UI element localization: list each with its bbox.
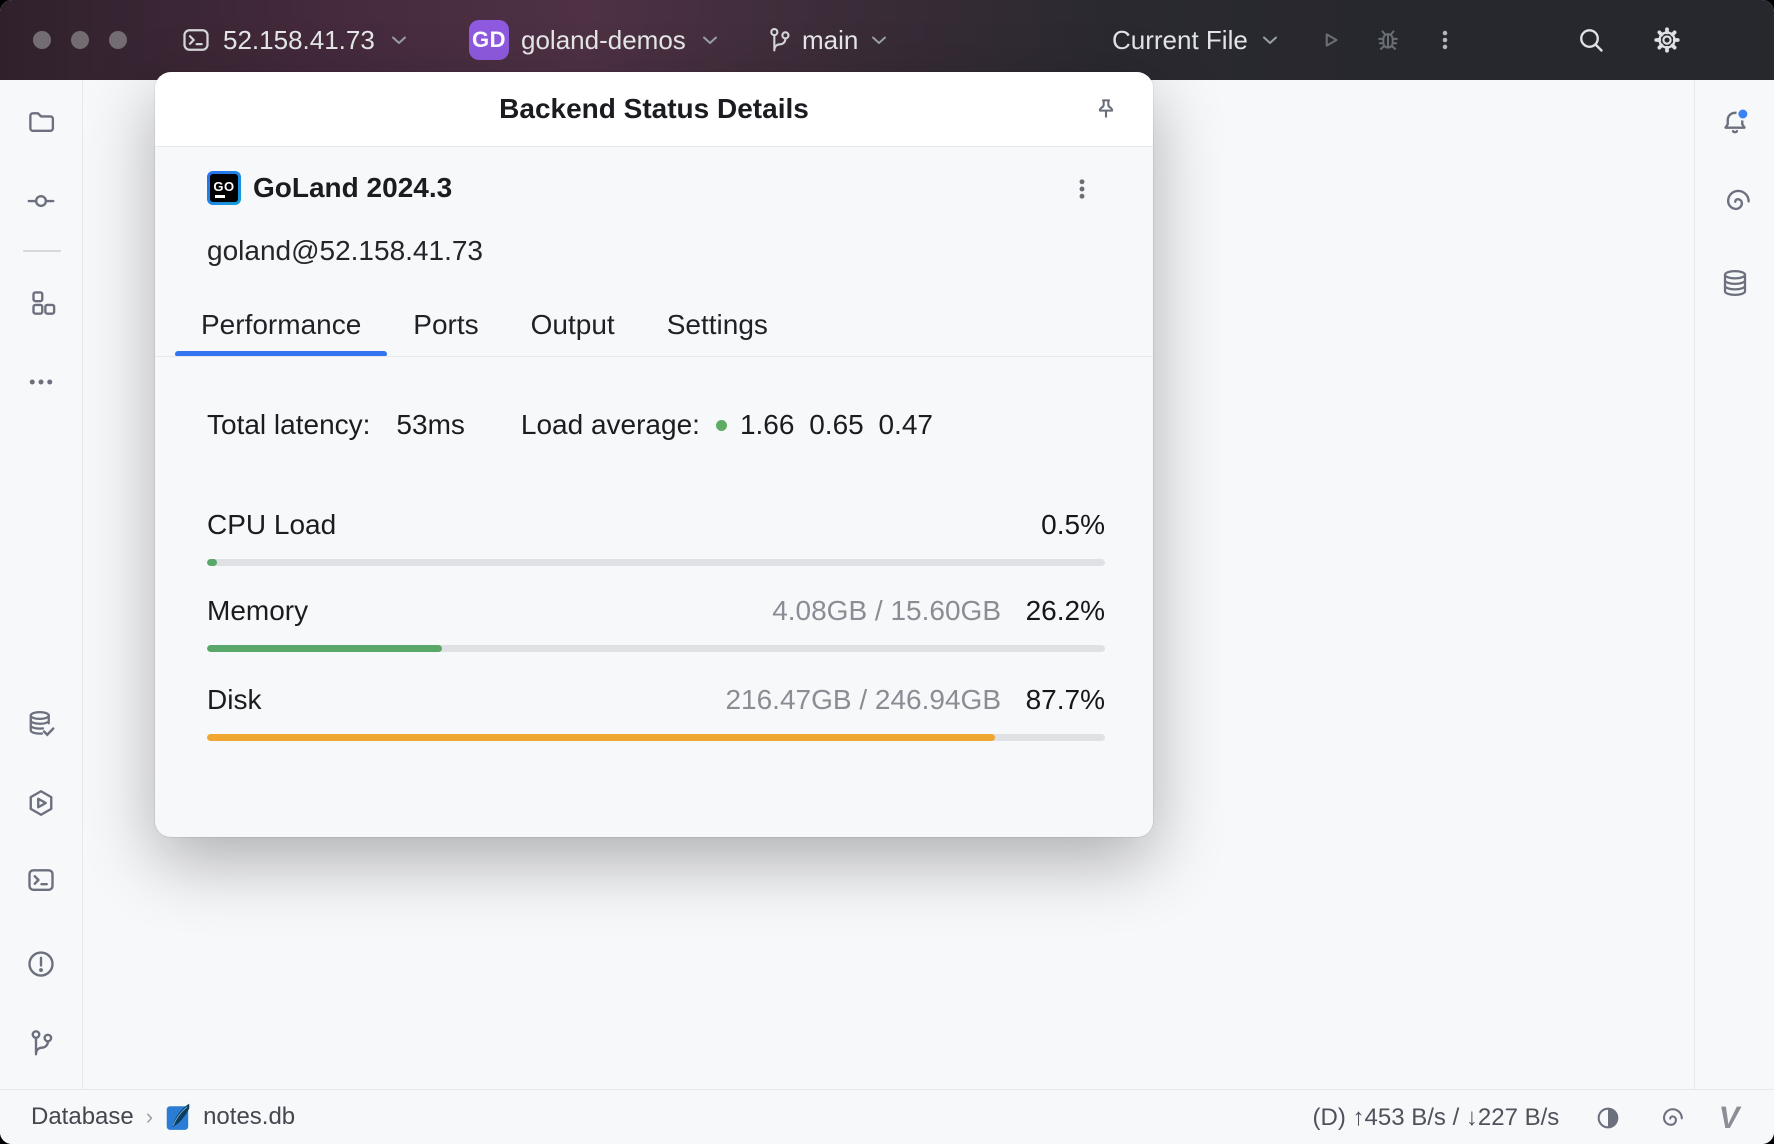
breadcrumb-database[interactable]: Database bbox=[31, 1103, 134, 1130]
app-row: GO GoLand 2024.3 bbox=[207, 171, 452, 205]
stats-row: Total latency: 53ms Load average: 1.66 0… bbox=[207, 409, 933, 441]
progress-fill bbox=[207, 559, 217, 566]
memory-meter: Memory 4.08GB / 15.60GB 26.2% bbox=[207, 595, 1105, 652]
tab-performance[interactable]: Performance bbox=[175, 305, 388, 357]
kebab-menu-icon[interactable] bbox=[1432, 27, 1458, 53]
progress-track bbox=[207, 559, 1105, 566]
folder-icon[interactable] bbox=[26, 107, 56, 137]
git-branch-icon[interactable] bbox=[26, 1028, 56, 1058]
load-average-status-dot bbox=[715, 419, 727, 431]
tab-ports[interactable]: Ports bbox=[413, 309, 479, 340]
app-name: GoLand 2024.3 bbox=[253, 172, 453, 203]
commit-icon[interactable] bbox=[26, 186, 56, 216]
settings-gear-icon[interactable] bbox=[1652, 25, 1682, 55]
minimize-window-button[interactable] bbox=[71, 31, 89, 49]
problems-icon[interactable] bbox=[26, 949, 56, 979]
host-label: 52.158.41.73 bbox=[223, 24, 375, 55]
statusbar-widgets: (D) ↑453 B/s / ↓227 B/s V bbox=[1312, 1090, 1744, 1144]
chevron-down-icon[interactable] bbox=[1262, 35, 1278, 45]
statusbar-breadcrumb: Database › notes.db bbox=[31, 1102, 295, 1132]
structure-icon[interactable] bbox=[26, 288, 56, 318]
progress-fill bbox=[207, 734, 995, 741]
statusbar: Database › notes.db (D) ↑453 B/s / ↓227 … bbox=[0, 1089, 1774, 1144]
meter-percent: 26.2% bbox=[1025, 595, 1105, 626]
progress-track bbox=[207, 734, 1105, 741]
debug-icon[interactable] bbox=[1374, 26, 1402, 54]
notifications-bell-icon[interactable] bbox=[1720, 107, 1750, 137]
meter-label: Disk bbox=[207, 684, 262, 715]
branch-selector[interactable]: main bbox=[765, 0, 887, 80]
popup-body: GO GoLand 2024.3 goland@52.158.41.73 Per… bbox=[155, 147, 1153, 836]
git-branch-icon bbox=[765, 26, 793, 54]
tabs-divider bbox=[155, 356, 1153, 357]
popup-tabs: Performance Ports Output Settings bbox=[175, 305, 794, 357]
progress-track bbox=[207, 645, 1105, 652]
load-average-label: Load average: bbox=[520, 409, 700, 440]
popup-header: Backend Status Details bbox=[155, 72, 1153, 147]
tab-settings[interactable]: Settings bbox=[666, 309, 768, 340]
cpu-load-meter: CPU Load 0.5% bbox=[207, 509, 1105, 566]
zoom-window-button[interactable] bbox=[109, 31, 127, 49]
project-name: goland-demos bbox=[521, 24, 686, 55]
current-file-label[interactable]: notes.db bbox=[203, 1103, 296, 1130]
project-selector[interactable]: GD goland-demos bbox=[469, 0, 718, 80]
ai-assistant-icon[interactable] bbox=[1720, 186, 1750, 216]
network-speed-label: (D) ↑453 B/s / ↓227 B/s bbox=[1312, 1103, 1560, 1131]
meter-percent: 0.5% bbox=[1041, 509, 1105, 540]
branch-name: main bbox=[802, 24, 859, 55]
services-icon[interactable] bbox=[26, 788, 56, 818]
close-window-button[interactable] bbox=[33, 31, 51, 49]
contrast-half-circle-icon[interactable] bbox=[1595, 1105, 1621, 1131]
titlebar-actions: Current File bbox=[1112, 0, 1682, 80]
more-ellipsis-icon[interactable] bbox=[26, 367, 56, 397]
run-icon[interactable] bbox=[1316, 26, 1344, 54]
traffic-lights bbox=[33, 31, 127, 49]
sqlite-file-icon bbox=[165, 1102, 191, 1132]
run-configuration-selector[interactable]: Current File bbox=[1112, 24, 1248, 55]
goland-logo-icon: GO bbox=[207, 171, 241, 205]
search-icon[interactable] bbox=[1576, 25, 1606, 55]
load-average-values: 1.66 0.65 0.47 bbox=[739, 409, 933, 440]
meter-value: 4.08GB / 15.60GB bbox=[772, 595, 1001, 626]
backend-status-popup: Backend Status Details GO GoLand 2024.3 … bbox=[155, 72, 1153, 837]
database-check-icon[interactable] bbox=[26, 709, 56, 739]
terminal-icon bbox=[181, 25, 211, 55]
pin-icon[interactable] bbox=[1092, 95, 1120, 123]
total-latency-label: Total latency: bbox=[207, 409, 371, 440]
left-tool-rail bbox=[0, 80, 83, 1089]
database-icon[interactable] bbox=[1720, 268, 1750, 298]
host-selector[interactable]: 52.158.41.73 bbox=[181, 0, 407, 80]
meter-label: CPU Load bbox=[207, 509, 337, 540]
meter-percent: 87.7% bbox=[1025, 684, 1105, 715]
popup-title: Backend Status Details bbox=[499, 93, 809, 124]
chevron-down-icon bbox=[871, 35, 887, 45]
right-tool-rail bbox=[1694, 80, 1774, 1089]
breadcrumb-separator: › bbox=[145, 1104, 154, 1129]
chevron-down-icon bbox=[702, 35, 718, 45]
tab-output[interactable]: Output bbox=[530, 309, 615, 340]
titlebar: 52.158.41.73 GD goland-demos main bbox=[0, 0, 1774, 80]
kebab-menu-icon[interactable] bbox=[1068, 175, 1096, 203]
chevron-down-icon bbox=[391, 35, 407, 45]
meter-label: Memory bbox=[207, 595, 309, 626]
vim-icon[interactable]: V bbox=[1716, 1099, 1744, 1135]
progress-fill bbox=[207, 645, 443, 652]
rail-divider bbox=[23, 250, 61, 252]
meter-value: 216.47GB / 246.94GB bbox=[725, 684, 1001, 715]
disk-meter: Disk 216.47GB / 246.94GB 87.7% bbox=[207, 684, 1105, 741]
terminal-icon[interactable] bbox=[26, 865, 56, 895]
total-latency-value: 53ms bbox=[396, 409, 465, 440]
ai-assistant-icon[interactable] bbox=[1657, 1105, 1684, 1131]
project-badge: GD bbox=[469, 20, 509, 60]
connection-label: goland@52.158.41.73 bbox=[207, 235, 483, 266]
